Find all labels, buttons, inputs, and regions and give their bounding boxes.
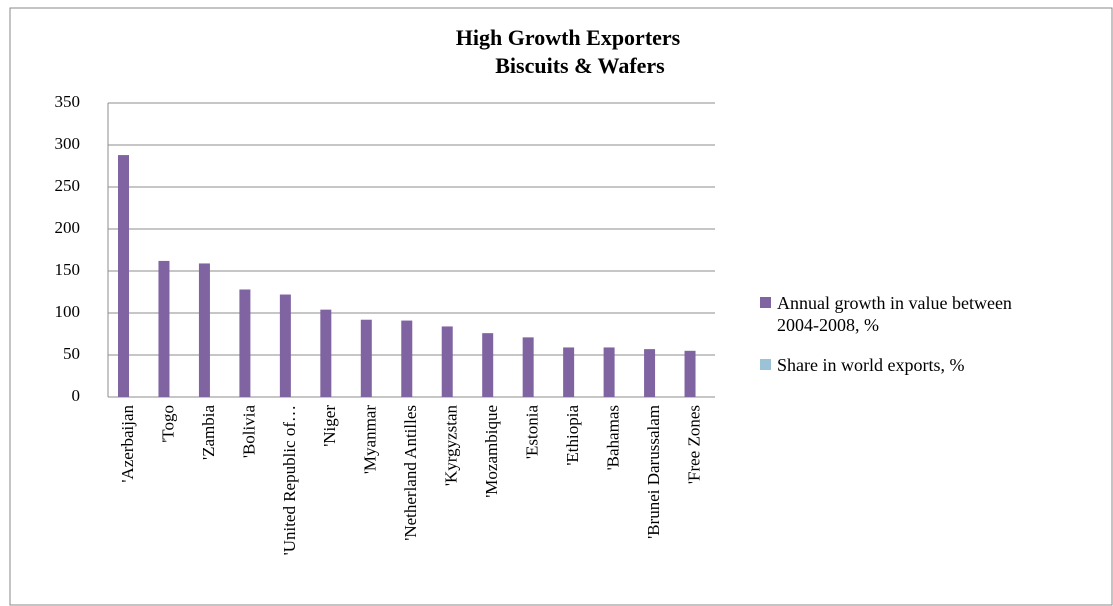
bar	[239, 289, 251, 397]
legend-swatch	[760, 359, 771, 370]
chart-subtitle: Biscuits & Wafers	[495, 53, 665, 78]
bar	[320, 309, 332, 397]
y-tick-label: 350	[55, 92, 81, 111]
x-tick-label: 'Bahamas	[604, 405, 623, 470]
bar	[684, 350, 696, 397]
y-tick-label: 250	[55, 176, 81, 195]
legend-label: Share in world exports, %	[777, 355, 965, 375]
legend-item: Share in world exports, %	[760, 354, 1080, 376]
legend-swatch	[760, 297, 771, 308]
chart-title: High Growth Exporters	[456, 25, 681, 50]
x-tick-label: 'Bolivia	[239, 405, 258, 459]
x-tick-label: 'Mozambique	[482, 405, 501, 498]
bar	[118, 155, 129, 397]
bar	[441, 326, 453, 397]
bar	[563, 347, 575, 397]
x-tick-label: 'Netherland Antilles	[401, 405, 420, 541]
legend-label: Annual growth in value between 2004-2008…	[777, 293, 1012, 335]
y-tick-label: 300	[55, 134, 81, 153]
x-tick-label: 'Azerbaijan	[118, 405, 137, 483]
bar	[401, 320, 413, 397]
x-tick-label: 'United Republic of…	[280, 405, 299, 555]
x-tick-label: 'Niger	[320, 405, 339, 447]
y-tick-label: 0	[72, 386, 81, 405]
bar	[522, 337, 534, 397]
x-tick-label: 'Zambia	[199, 405, 218, 460]
x-tick-label: 'Togo	[158, 405, 177, 443]
x-tick-label: 'Estonia	[523, 405, 542, 460]
y-tick-label: 50	[63, 344, 80, 363]
bar	[198, 263, 210, 397]
bar	[360, 319, 372, 397]
bar	[482, 333, 494, 397]
y-tick-label: 100	[55, 302, 81, 321]
bar	[279, 294, 291, 397]
frame	[9, 7, 1113, 606]
bar	[644, 349, 656, 397]
x-tick-label: 'Kyrgyzstan	[442, 405, 461, 487]
x-tick-label: 'Ethiopia	[563, 405, 582, 466]
bar	[158, 260, 170, 397]
x-tick-label: 'Myanmar	[361, 405, 380, 474]
y-tick-label: 200	[55, 218, 81, 237]
legend-item: Annual growth in value between 2004-2008…	[760, 292, 1080, 336]
x-tick-label: 'Brunei Darussalam	[644, 405, 663, 539]
x-tick-label: 'Free Zones	[684, 405, 703, 484]
legend: Annual growth in value between 2004-2008…	[760, 292, 1080, 394]
y-tick-label: 150	[55, 260, 81, 279]
bar	[603, 347, 615, 397]
